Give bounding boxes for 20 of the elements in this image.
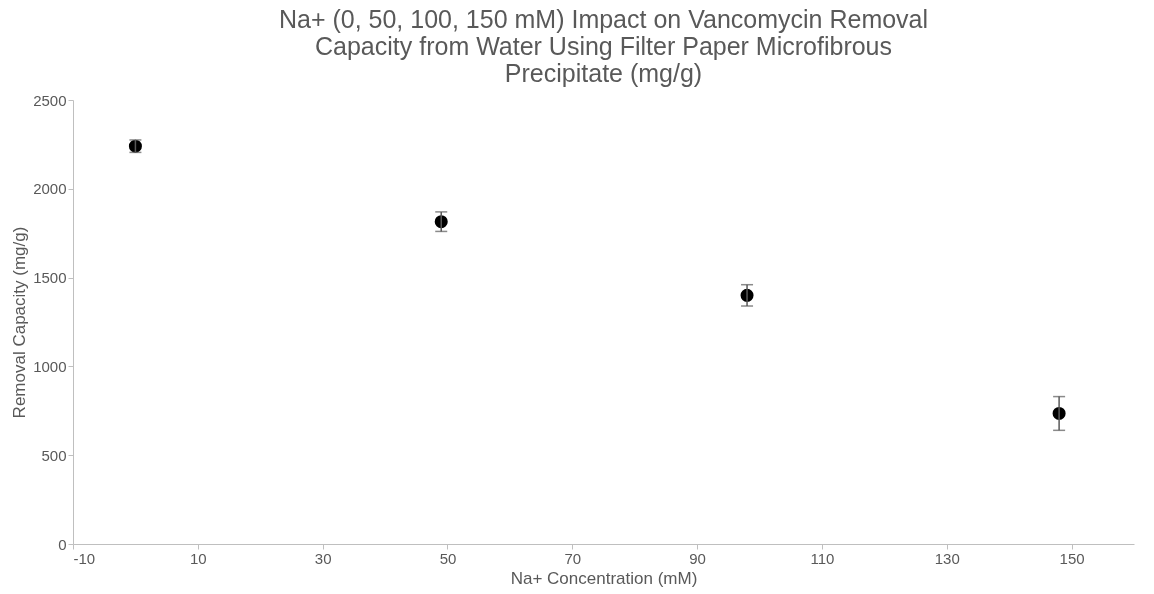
y-tick-label: 2500 [33, 91, 67, 109]
y-tick-label: 500 [41, 446, 67, 464]
x-tick-label: 90 [689, 549, 706, 567]
x-tick-label: 30 [314, 549, 332, 567]
x-tick-label: 10 [189, 549, 207, 567]
y-axis-title: Removal Capacity (mg/g) [10, 226, 30, 419]
x-tick-label: 50 [439, 549, 457, 567]
text: Na+ (0, 50, 100, 150 mM) Impact on Vancomycin Removal [278, 5, 929, 33]
y-tick-label: 1500 [33, 269, 67, 287]
y-tick-label: 0 [58, 535, 67, 553]
text: Capacity from Water Using Filter Paper Microfibrous [314, 32, 893, 60]
x-tick-label: 110 [810, 549, 835, 567]
y-tick-label: 2000 [33, 180, 67, 198]
x-axis-title: Na+ Concentration (mM) [510, 568, 698, 588]
x-tick-label: 150 [1059, 549, 1085, 567]
x-tick-label: 70 [564, 549, 582, 567]
x-tick-label: -10 [73, 549, 96, 567]
y-tick-label: 1000 [33, 357, 67, 375]
text: Precipitate (mg/g) [504, 59, 703, 87]
x-tick-label: 130 [934, 549, 960, 567]
